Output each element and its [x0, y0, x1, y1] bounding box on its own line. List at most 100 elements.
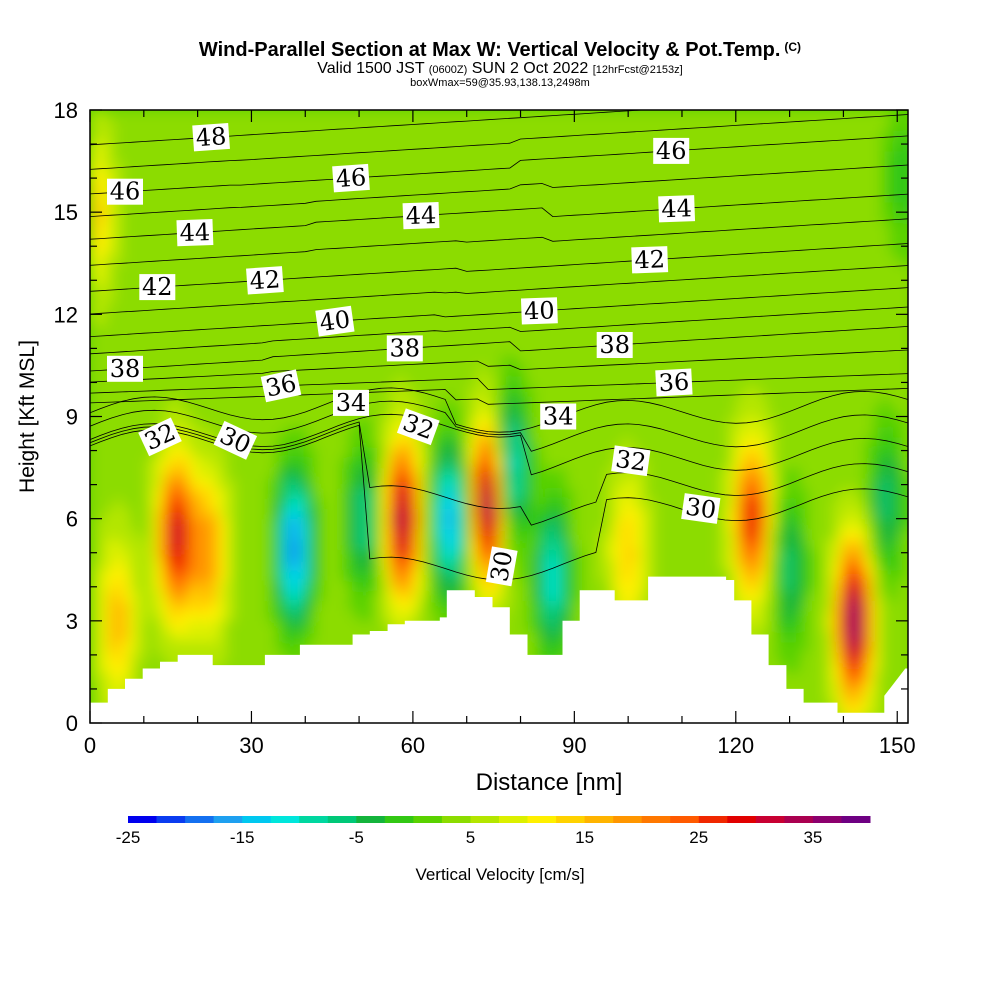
field-cell: [114, 130, 123, 142]
field-cell: [130, 457, 140, 469]
field-cell: [122, 580, 131, 591]
field-cell: [485, 273, 495, 285]
field-cell: [469, 181, 479, 193]
field-cell: [663, 498, 672, 509]
field-cell: [267, 610, 277, 622]
field-cell: [566, 334, 575, 346]
field-cell: [558, 212, 567, 223]
field-cell: [509, 191, 519, 203]
field-cell: [630, 150, 640, 162]
field-cell: [186, 457, 196, 469]
field-cell: [727, 375, 737, 387]
field-cell: [324, 590, 333, 601]
field-cell: [542, 467, 551, 479]
field-cell: [114, 580, 123, 591]
field-cell: [259, 559, 269, 571]
field-cell: [259, 457, 269, 469]
field-cell: [388, 528, 398, 540]
field-cell: [324, 406, 333, 418]
field-cell: [324, 242, 333, 254]
field-cell: [743, 477, 753, 489]
field-cell: [429, 253, 438, 264]
field-cell: [98, 671, 107, 683]
field-cell: [445, 375, 454, 387]
field-cell: [122, 528, 131, 540]
field-cell: [485, 222, 495, 234]
field-cell: [90, 191, 99, 203]
field-cell: [574, 375, 583, 387]
field-cell: [243, 365, 253, 377]
field-cell: [687, 140, 697, 152]
field-cell: [743, 508, 753, 520]
field-cell: [98, 293, 107, 305]
field-cell: [235, 385, 244, 397]
field-cell: [719, 436, 729, 448]
field-cell: [308, 569, 317, 581]
field-cell: [114, 559, 123, 571]
field-cell: [114, 242, 123, 254]
field-cell: [582, 110, 592, 121]
field-cell: [194, 631, 204, 642]
field-cell: [90, 559, 99, 571]
field-cell: [404, 559, 414, 571]
field-cell: [227, 590, 236, 601]
field-cell: [509, 467, 519, 479]
field-cell: [477, 273, 487, 285]
field-cell: [687, 242, 697, 254]
field-cell: [90, 436, 99, 448]
field-cell: [404, 457, 414, 469]
field-cell: [711, 396, 721, 407]
field-cell: [332, 467, 341, 479]
field-cell: [534, 641, 543, 653]
field-cell: [106, 161, 115, 172]
field-cell: [751, 324, 761, 336]
field-cell: [186, 569, 196, 581]
field-cell: [743, 191, 753, 203]
field-cell: [550, 120, 559, 131]
field-cell: [211, 293, 220, 305]
field-cell: [638, 355, 648, 366]
field-cell: [630, 559, 640, 571]
field-cell: [429, 549, 438, 561]
field-cell: [485, 212, 495, 223]
field-cell: [517, 580, 527, 591]
field-cell: [308, 488, 317, 499]
field-cell: [517, 416, 527, 428]
field-cell: [251, 150, 261, 162]
field-cell: [509, 293, 519, 305]
field-cell: [461, 488, 470, 499]
field-cell: [308, 120, 317, 131]
field-cell: [114, 120, 123, 131]
field-cell: [437, 191, 446, 203]
field-cell: [630, 345, 640, 356]
field-cell: [396, 222, 406, 234]
field-cell: [542, 559, 551, 571]
field-cell: [348, 232, 357, 244]
field-cell: [614, 590, 624, 601]
field-cell: [445, 314, 454, 326]
field-cell: [283, 406, 293, 418]
field-cell: [719, 539, 729, 550]
field-cell: [429, 457, 438, 469]
field-cell: [412, 518, 422, 530]
field-cell: [445, 569, 454, 581]
field-cell: [590, 426, 600, 438]
field-cell: [243, 416, 253, 428]
field-cell: [590, 580, 600, 591]
field-cell: [211, 569, 220, 581]
field-cell: [178, 130, 188, 142]
field-cell: [429, 171, 438, 183]
field-cell: [114, 150, 123, 162]
field-cell: [364, 508, 374, 520]
field-cell: [340, 549, 349, 561]
field-cell: [138, 161, 148, 172]
field-cell: [727, 498, 737, 509]
field-cell: [243, 345, 253, 356]
field-cell: [525, 518, 535, 530]
field-cell: [453, 232, 462, 244]
field-cell: [388, 140, 398, 152]
field-cell: [412, 191, 422, 203]
field-cell: [194, 406, 204, 418]
field-cell: [655, 406, 664, 418]
field-cell: [566, 508, 575, 520]
